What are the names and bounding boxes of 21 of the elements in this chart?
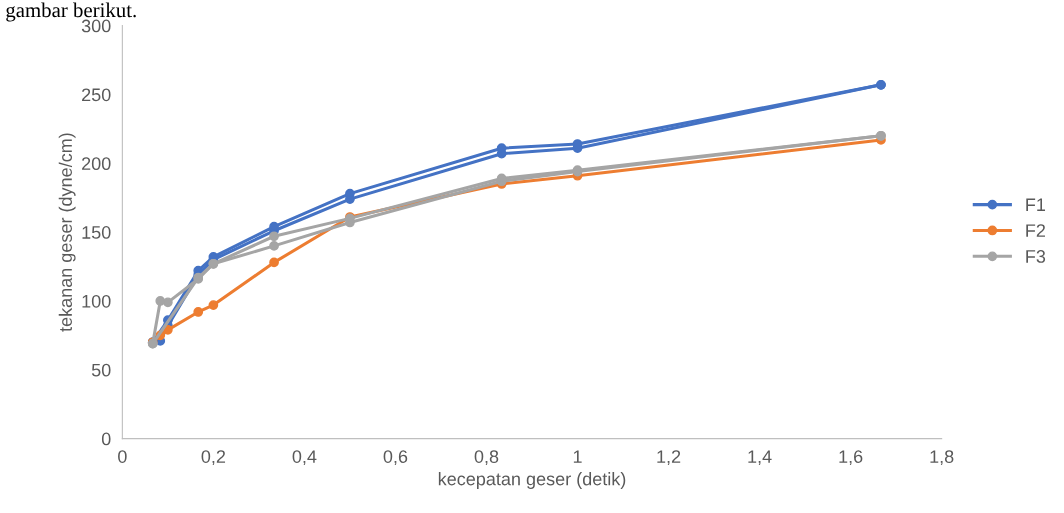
x-tick-label: 1,2 [657,450,681,466]
x-tick-label: 1,4 [748,450,772,466]
legend-label: F3 [1026,250,1046,263]
y-tick-label: 200 [82,157,111,171]
x-tick-label: 0,8 [474,450,499,466]
x-tick-label: 1,8 [930,450,954,466]
y-tick-label: 0 [101,432,111,446]
x-tick-label: 0,2 [201,450,226,466]
legend-label: F2 [1026,224,1045,237]
x-tick-label: 0,6 [383,450,408,466]
y-tick-label: 150 [82,226,111,239]
legend-label: F1 [1026,198,1046,211]
y-tick-label: 250 [82,88,111,102]
x-axis-title: kecepatan geser (detik) [438,472,626,489]
x-tick-label: 0 [118,450,127,463]
y-tick-label: 100 [82,294,111,308]
x-tick-label: 1,6 [839,450,863,466]
x-tick-label: 1 [573,450,582,463]
x-tick-label: 0,4 [292,450,317,466]
y-tick-label: 50 [91,363,111,377]
y-axis-title: tekanan geser (dyne/cm) [58,133,76,332]
